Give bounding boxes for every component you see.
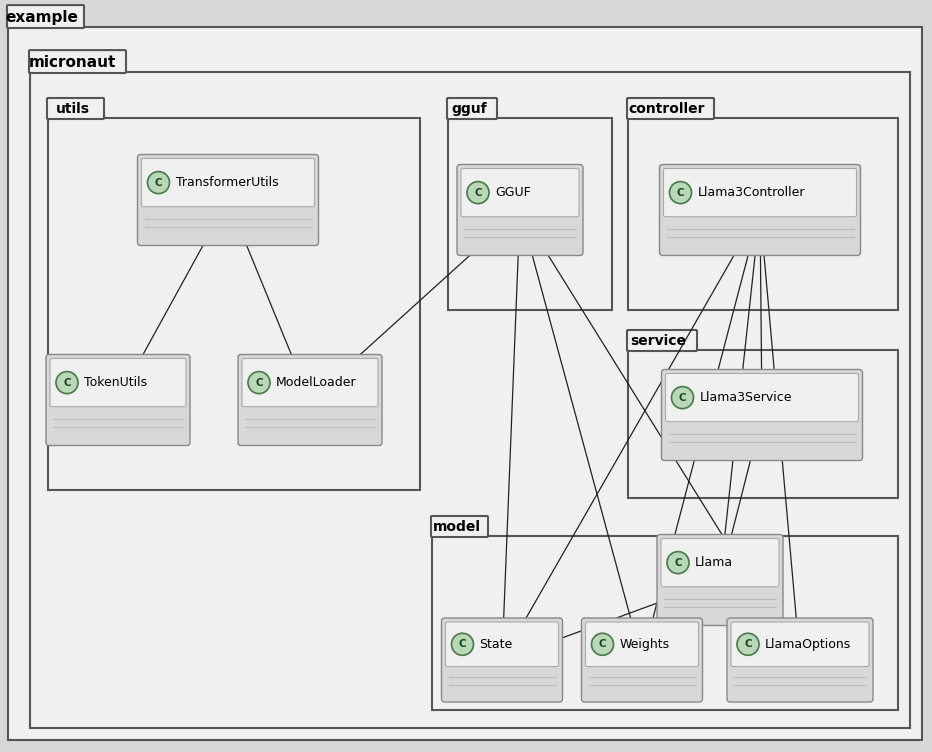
FancyBboxPatch shape bbox=[442, 618, 563, 702]
Text: C: C bbox=[255, 378, 263, 387]
Text: micronaut: micronaut bbox=[29, 55, 116, 70]
Text: GGUF: GGUF bbox=[495, 186, 530, 199]
FancyBboxPatch shape bbox=[138, 154, 319, 245]
FancyBboxPatch shape bbox=[731, 622, 869, 666]
Bar bbox=[448, 118, 612, 310]
Text: LlamaOptions: LlamaOptions bbox=[765, 638, 851, 650]
Text: TransformerUtils: TransformerUtils bbox=[175, 176, 278, 189]
Bar bbox=[628, 350, 898, 498]
Text: C: C bbox=[459, 639, 466, 649]
FancyBboxPatch shape bbox=[47, 98, 104, 119]
FancyBboxPatch shape bbox=[431, 516, 488, 537]
Text: controller: controller bbox=[628, 102, 705, 116]
Text: C: C bbox=[674, 557, 682, 568]
FancyBboxPatch shape bbox=[657, 535, 783, 626]
Circle shape bbox=[147, 171, 170, 193]
Text: TokenUtils: TokenUtils bbox=[84, 376, 147, 389]
Circle shape bbox=[737, 633, 759, 655]
FancyBboxPatch shape bbox=[142, 159, 314, 207]
Text: C: C bbox=[678, 393, 686, 402]
FancyBboxPatch shape bbox=[50, 359, 186, 407]
Text: Llama3Service: Llama3Service bbox=[700, 391, 792, 404]
FancyBboxPatch shape bbox=[664, 168, 857, 217]
FancyBboxPatch shape bbox=[660, 165, 860, 256]
Bar bbox=[30, 72, 910, 728]
Circle shape bbox=[467, 181, 489, 204]
Text: Weights: Weights bbox=[620, 638, 669, 650]
FancyBboxPatch shape bbox=[582, 618, 703, 702]
Text: model: model bbox=[432, 520, 481, 534]
Circle shape bbox=[592, 633, 613, 655]
Circle shape bbox=[248, 371, 270, 393]
FancyBboxPatch shape bbox=[46, 354, 190, 445]
FancyBboxPatch shape bbox=[665, 374, 858, 422]
FancyBboxPatch shape bbox=[662, 369, 862, 460]
Text: Llama: Llama bbox=[695, 556, 733, 569]
Bar bbox=[48, 118, 420, 490]
Text: C: C bbox=[474, 187, 482, 198]
FancyBboxPatch shape bbox=[242, 359, 378, 407]
Text: utils: utils bbox=[56, 102, 89, 116]
Text: C: C bbox=[744, 639, 752, 649]
Text: Llama3Controller: Llama3Controller bbox=[697, 186, 805, 199]
FancyBboxPatch shape bbox=[445, 622, 558, 666]
Circle shape bbox=[671, 387, 693, 408]
Text: ModelLoader: ModelLoader bbox=[276, 376, 357, 389]
Text: gguf: gguf bbox=[452, 102, 487, 116]
FancyBboxPatch shape bbox=[7, 5, 84, 28]
Circle shape bbox=[56, 371, 78, 393]
Text: C: C bbox=[677, 187, 684, 198]
Bar bbox=[628, 118, 898, 310]
Text: service: service bbox=[631, 334, 687, 348]
FancyBboxPatch shape bbox=[585, 622, 698, 666]
Circle shape bbox=[451, 633, 473, 655]
FancyBboxPatch shape bbox=[238, 354, 382, 445]
Bar bbox=[432, 536, 898, 710]
FancyBboxPatch shape bbox=[661, 538, 779, 587]
FancyBboxPatch shape bbox=[457, 165, 583, 256]
FancyBboxPatch shape bbox=[29, 50, 126, 73]
FancyBboxPatch shape bbox=[627, 98, 714, 119]
FancyBboxPatch shape bbox=[727, 618, 873, 702]
FancyBboxPatch shape bbox=[627, 330, 697, 351]
Text: C: C bbox=[598, 639, 607, 649]
Text: C: C bbox=[155, 177, 162, 187]
Text: example: example bbox=[6, 10, 78, 25]
FancyBboxPatch shape bbox=[447, 98, 497, 119]
Text: C: C bbox=[63, 378, 71, 387]
Circle shape bbox=[667, 552, 689, 574]
FancyBboxPatch shape bbox=[461, 168, 579, 217]
Circle shape bbox=[669, 181, 692, 204]
Text: State: State bbox=[479, 638, 513, 650]
